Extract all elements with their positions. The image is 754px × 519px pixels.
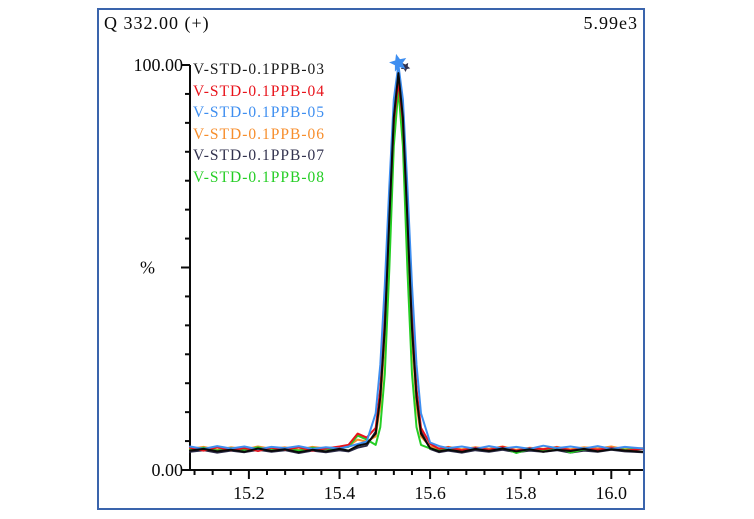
- legend-item-v-std-0.1ppb-08: V-STD-0.1PPB-08: [193, 168, 325, 186]
- x-tick-label: 15.2: [233, 483, 265, 503]
- x-tick-label: 15.6: [414, 483, 446, 503]
- legend-item-v-std-0.1ppb-06: V-STD-0.1PPB-06: [193, 125, 325, 143]
- trace-v-std-0.1ppb-03[interactable]: [189, 72, 643, 454]
- y-bottom-label: 0.00: [152, 460, 184, 480]
- peak-marker-star-icon[interactable]: [389, 53, 407, 72]
- legend-item-v-std-0.1ppb-03: V-STD-0.1PPB-03: [193, 61, 325, 78]
- legend-item-v-std-0.1ppb-04: V-STD-0.1PPB-04: [193, 82, 325, 100]
- legend-item-v-std-0.1ppb-05: V-STD-0.1PPB-05: [193, 104, 325, 121]
- chromatogram-panel[interactable]: Q 332.00 (+) 5.99e3 15.2 15.4 15.6 15.8 16.0…: [97, 8, 645, 510]
- channel-label: Q 332.00 (+): [104, 13, 210, 33]
- x-tick-label: 15.8: [505, 483, 537, 503]
- y-axis-unit-label: %: [140, 258, 155, 278]
- x-tick-label: 15.4: [324, 483, 356, 503]
- trace-v-std-0.1ppb-05[interactable]: [189, 64, 643, 451]
- legend-item-v-std-0.1ppb-07: V-STD-0.1PPB-07: [193, 147, 325, 164]
- trace-legend: V-STD-0.1PPB-03 V-STD-0.1PPB-04 V-STD-0.1P…: [193, 59, 325, 188]
- x-tick-label: 16.0: [596, 483, 628, 503]
- intensity-scale-label: 5.99e3: [583, 13, 638, 33]
- y-top-label: 100.00: [134, 55, 184, 75]
- chromatogram-plot[interactable]: 15.2 15.4 15.6 15.8 16.0 100.00 0.00%: [99, 10, 643, 508]
